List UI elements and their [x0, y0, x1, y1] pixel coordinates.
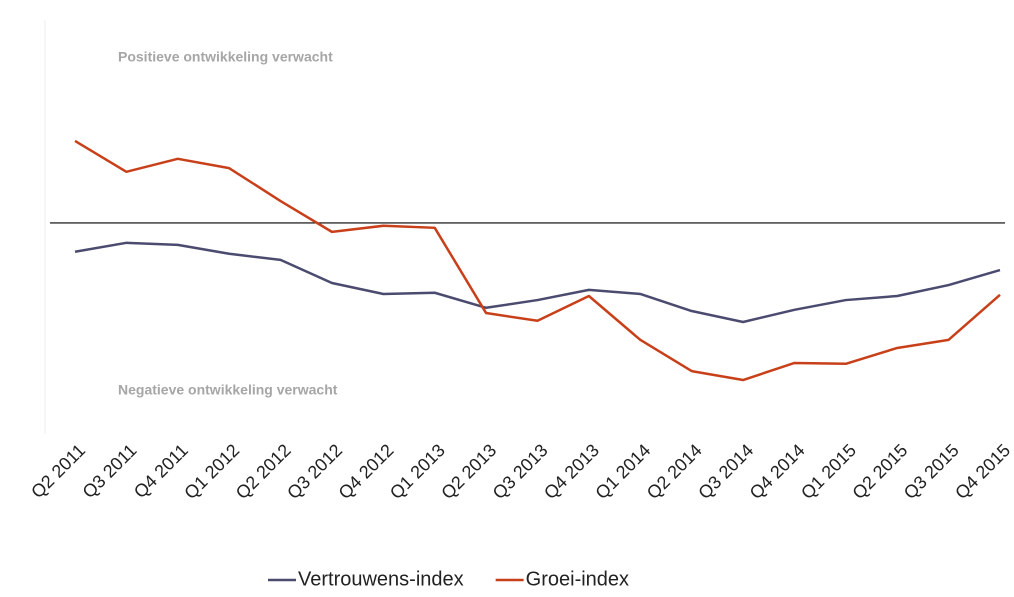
x-tick-label: Q3 2015 — [900, 440, 963, 503]
x-tick-label: Q1 2015 — [797, 440, 860, 503]
annotation: Positieve ontwikkeling verwacht — [118, 49, 333, 65]
x-tick-label: Q2 2012 — [232, 440, 295, 503]
x-tick-label: Q2 2013 — [437, 440, 500, 503]
x-tick-label: Q4 2015 — [951, 440, 1014, 503]
legend-label: Groei-index — [526, 568, 629, 590]
x-tick-label: Q2 2015 — [848, 440, 911, 503]
x-tick-label: Q2 2011 — [27, 440, 89, 502]
series-line — [74, 139, 1001, 382]
x-tick-label: Q1 2013 — [386, 440, 449, 503]
x-tick-label: Q4 2013 — [540, 440, 603, 503]
annotation: Negatieve ontwikkeling verwacht — [118, 382, 338, 398]
series-line — [74, 241, 1001, 324]
x-tick-label: Q1 2014 — [591, 440, 654, 503]
legend-label: Vertrouwens-index — [298, 568, 464, 590]
x-tick-label: Q4 2014 — [746, 440, 809, 503]
x-tick-label: Q1 2012 — [180, 440, 243, 503]
x-tick-label: Q3 2014 — [694, 440, 757, 503]
x-tick-label: Q3 2012 — [283, 440, 346, 503]
x-tick-label: Q2 2014 — [643, 440, 706, 503]
x-tick-label: Q3 2013 — [489, 440, 552, 503]
x-tick-label: Q4 2011 — [130, 440, 192, 502]
x-tick-label: Q3 2011 — [79, 440, 141, 502]
x-tick-label: Q4 2012 — [335, 440, 398, 503]
